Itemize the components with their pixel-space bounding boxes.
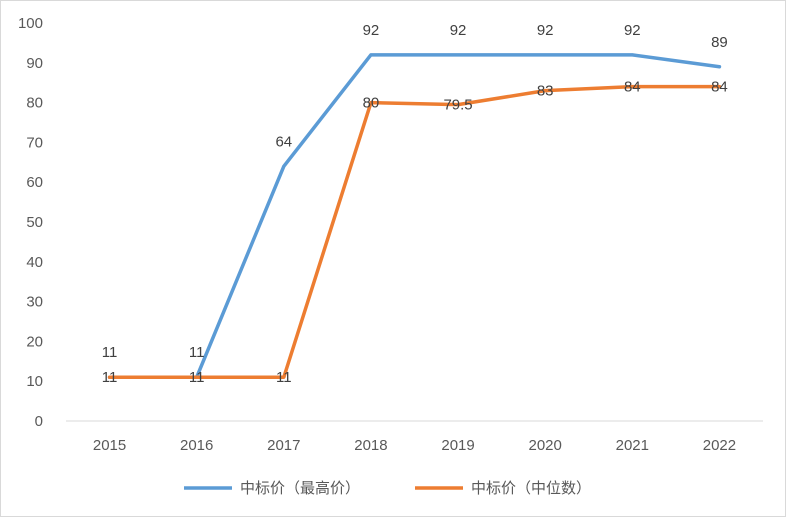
data-label-series-1: 11 <box>102 344 118 361</box>
data-label-series-1: 64 <box>275 133 292 150</box>
series-line-1 <box>107 53 722 379</box>
y-tick-label: 40 <box>26 254 43 271</box>
data-label-series-1: 92 <box>624 22 641 39</box>
x-tick-label: 2016 <box>180 437 213 454</box>
y-tick-label: 10 <box>26 373 43 390</box>
x-tick-label: 2019 <box>441 437 474 454</box>
data-label-series-1: 11 <box>189 344 205 361</box>
data-label-series-2: 11 <box>189 369 205 386</box>
y-tick-label: 70 <box>26 134 43 151</box>
legend: 中标价（最高价） 中标价（中位数） <box>184 480 591 497</box>
data-label-series-2: 84 <box>711 79 728 96</box>
x-tick-label: 2018 <box>354 437 387 454</box>
x-tick-label: 2022 <box>703 437 736 454</box>
data-label-series-2: 11 <box>102 369 118 386</box>
y-tick-label: 90 <box>26 55 43 72</box>
x-tick-label: 2021 <box>616 437 649 454</box>
legend-label: 中标价（最高价） <box>240 480 360 497</box>
data-label-series-1: 92 <box>450 22 467 39</box>
x-tick-label: 2020 <box>529 437 562 454</box>
data-label-series-2: 83 <box>537 83 554 100</box>
y-tick-label: 50 <box>26 214 43 231</box>
y-tick-label: 0 <box>35 413 43 430</box>
x-axis: 2015 2016 2017 2018 2019 2020 2021 2022 <box>66 420 763 454</box>
data-label-series-2: 80 <box>363 95 380 112</box>
data-label-series-1: 89 <box>711 34 728 51</box>
y-tick-label: 20 <box>26 333 43 350</box>
y-tick-label: 100 <box>18 15 43 32</box>
data-label-series-2: 79.5 <box>443 97 472 114</box>
data-labels: 11 11 64 92 92 92 92 89 11 11 11 80 79.5 83 84 84 <box>102 22 728 386</box>
y-tick-label: 30 <box>26 294 43 311</box>
y-axis: 0 10 20 30 40 50 60 70 80 90 100 <box>18 15 43 430</box>
y-tick-label: 80 <box>26 95 43 112</box>
x-tick-label: 2015 <box>93 437 126 454</box>
data-label-series-2: 11 <box>276 369 292 386</box>
data-label-series-1: 92 <box>363 22 380 39</box>
series-line-2 <box>107 84 722 379</box>
data-label-series-1: 92 <box>537 22 554 39</box>
data-label-series-2: 84 <box>624 79 641 96</box>
x-tick-label: 2017 <box>267 437 300 454</box>
legend-label: 中标价（中位数） <box>471 480 591 497</box>
y-tick-label: 60 <box>26 174 43 191</box>
series-layer <box>107 53 722 379</box>
